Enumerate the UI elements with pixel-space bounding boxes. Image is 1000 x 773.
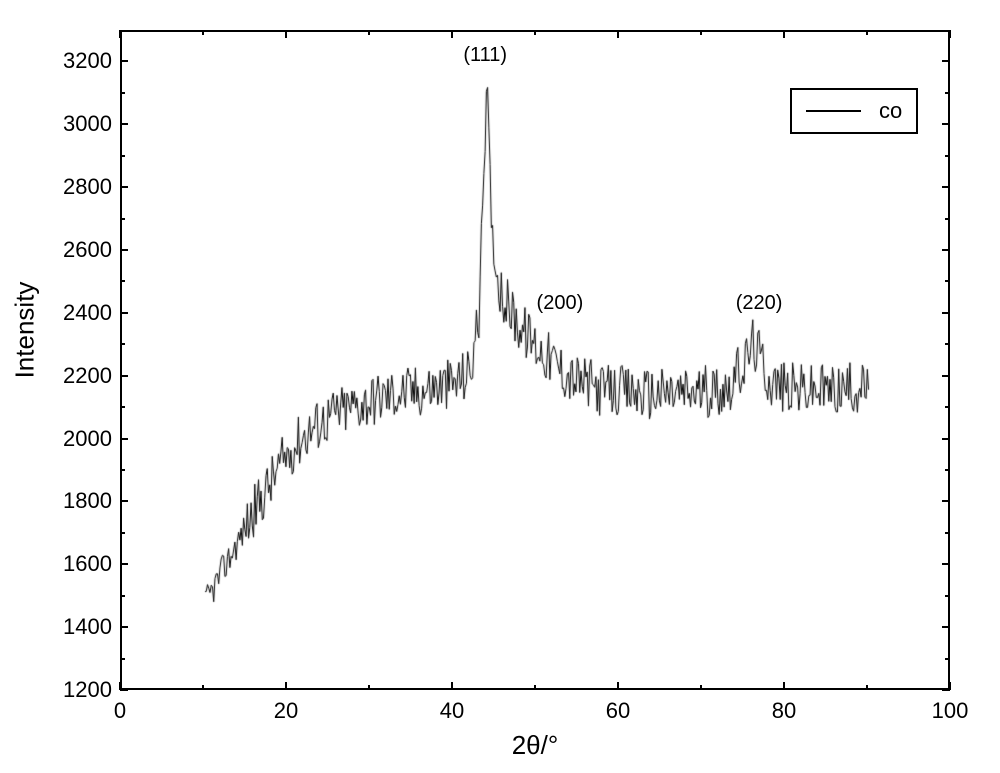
y-minor-tick-right: [945, 406, 950, 408]
y-tick-label: 2200: [52, 363, 112, 389]
x-axis-label: 2θ/°: [512, 730, 559, 761]
y-tick-right: [942, 375, 950, 377]
y-tick: [120, 123, 128, 125]
y-minor-tick: [120, 595, 125, 597]
y-tick-label: 1200: [52, 677, 112, 703]
x-tick-label: 0: [114, 698, 126, 724]
x-tick-label: 60: [606, 698, 630, 724]
y-minor-tick: [120, 406, 125, 408]
peak-label: (111): [463, 44, 507, 67]
y-tick: [120, 249, 128, 251]
y-tick-label: 3200: [52, 48, 112, 74]
legend-line-sample: [806, 110, 861, 112]
x-tick-label: 40: [440, 698, 464, 724]
y-minor-tick: [120, 532, 125, 534]
x-tick-top: [119, 30, 121, 38]
y-minor-tick-right: [945, 595, 950, 597]
legend-label: co: [879, 98, 902, 124]
x-minor-tick: [866, 685, 868, 690]
y-minor-tick: [120, 280, 125, 282]
y-minor-tick: [120, 92, 125, 94]
y-minor-tick: [120, 343, 125, 345]
x-minor-tick-top: [866, 30, 868, 35]
y-tick: [120, 438, 128, 440]
y-tick-right: [942, 563, 950, 565]
y-tick: [120, 689, 128, 691]
y-tick-right: [942, 186, 950, 188]
x-tick: [285, 682, 287, 690]
y-tick-label: 2400: [52, 300, 112, 326]
x-tick-label: 100: [932, 698, 969, 724]
y-minor-tick-right: [945, 280, 950, 282]
y-tick: [120, 375, 128, 377]
x-minor-tick: [368, 685, 370, 690]
x-tick-top: [285, 30, 287, 38]
y-tick-right: [942, 123, 950, 125]
x-tick-top: [617, 30, 619, 38]
y-minor-tick: [120, 658, 125, 660]
y-tick: [120, 563, 128, 565]
y-tick-right: [942, 500, 950, 502]
legend-box: co: [790, 88, 918, 134]
y-minor-tick-right: [945, 343, 950, 345]
y-tick-label: 3000: [52, 111, 112, 137]
x-minor-tick-top: [700, 30, 702, 35]
y-minor-tick: [120, 218, 125, 220]
y-tick: [120, 186, 128, 188]
y-minor-tick: [120, 155, 125, 157]
y-minor-tick-right: [945, 155, 950, 157]
y-tick-right: [942, 60, 950, 62]
y-minor-tick: [120, 469, 125, 471]
y-axis-label: Intensity: [10, 282, 41, 379]
y-tick-right: [942, 438, 950, 440]
y-minor-tick-right: [945, 532, 950, 534]
y-minor-tick-right: [945, 92, 950, 94]
peak-label: (200): [537, 292, 584, 315]
y-tick: [120, 626, 128, 628]
y-tick: [120, 60, 128, 62]
y-tick-right: [942, 312, 950, 314]
y-tick-label: 2800: [52, 174, 112, 200]
y-tick-right: [942, 249, 950, 251]
x-minor-tick-top: [202, 30, 204, 35]
x-tick-label: 20: [274, 698, 298, 724]
y-minor-tick-right: [945, 469, 950, 471]
x-minor-tick-top: [368, 30, 370, 35]
y-tick-label: 2600: [52, 237, 112, 263]
x-tick-top: [949, 30, 951, 38]
y-tick: [120, 500, 128, 502]
x-tick: [451, 682, 453, 690]
x-minor-tick: [202, 685, 204, 690]
x-tick-top: [783, 30, 785, 38]
x-tick: [783, 682, 785, 690]
y-tick-label: 1600: [52, 551, 112, 577]
x-tick-label: 80: [772, 698, 796, 724]
y-tick-label: 1800: [52, 488, 112, 514]
peak-label: (220): [736, 292, 783, 315]
y-tick-right: [942, 626, 950, 628]
y-minor-tick-right: [945, 218, 950, 220]
x-minor-tick: [534, 685, 536, 690]
y-tick-right: [942, 689, 950, 691]
x-tick-top: [451, 30, 453, 38]
y-tick: [120, 312, 128, 314]
x-minor-tick-top: [534, 30, 536, 35]
y-tick-label: 2000: [52, 426, 112, 452]
y-minor-tick-right: [945, 658, 950, 660]
y-tick-label: 1400: [52, 614, 112, 640]
x-minor-tick: [700, 685, 702, 690]
x-tick: [617, 682, 619, 690]
